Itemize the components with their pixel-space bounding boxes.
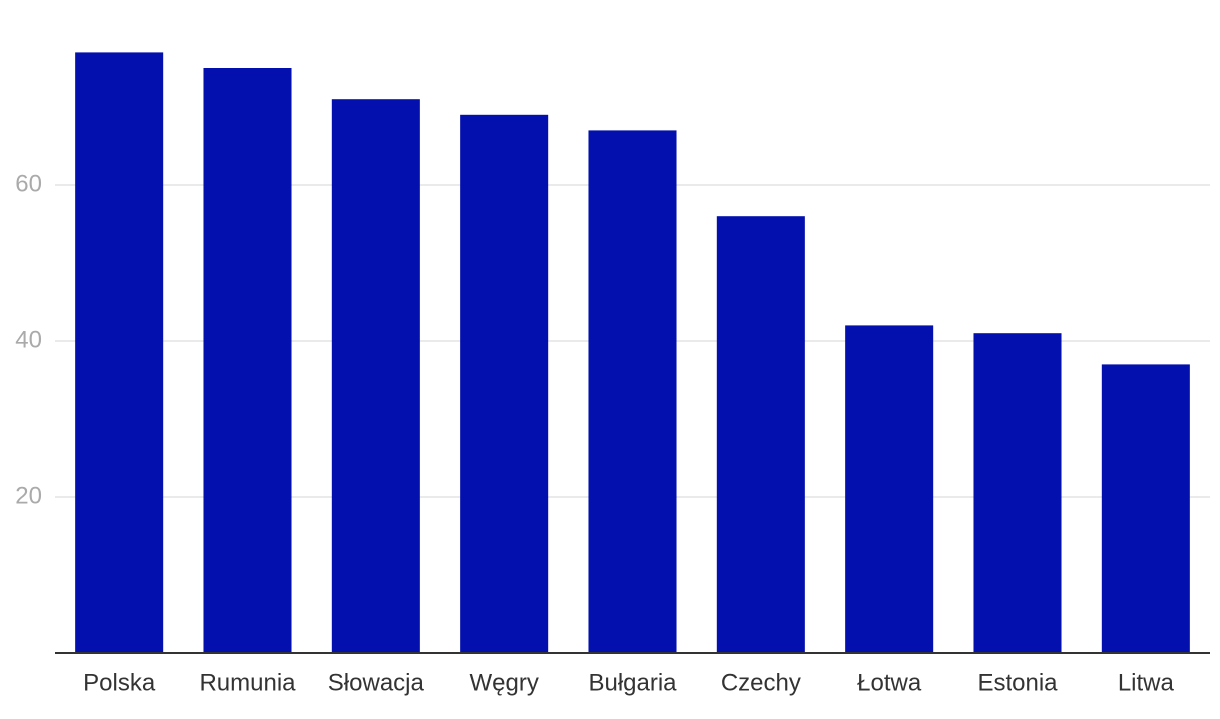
bar — [588, 130, 677, 653]
bar — [203, 68, 292, 653]
x-tick-label: Czechy — [721, 669, 801, 696]
x-tick-label: Estonia — [977, 669, 1058, 696]
bar — [331, 99, 420, 653]
x-tick-label: Polska — [83, 669, 156, 696]
bar — [1101, 364, 1190, 653]
x-tick-label: Węgry — [469, 669, 538, 696]
bar — [845, 325, 934, 653]
y-tick-label: 40 — [15, 326, 42, 353]
bar — [75, 52, 164, 653]
x-tick-label: Rumunia — [199, 669, 296, 696]
bar — [460, 114, 549, 654]
y-tick-label: 20 — [15, 482, 42, 509]
bar — [716, 216, 805, 653]
x-tick-label: Słowacja — [328, 669, 425, 696]
x-tick-label: Litwa — [1118, 669, 1175, 696]
x-tick-label: Bułgaria — [588, 669, 677, 696]
bar — [973, 333, 1062, 653]
y-tick-label: 60 — [15, 170, 42, 197]
x-tick-label: Łotwa — [857, 669, 922, 696]
